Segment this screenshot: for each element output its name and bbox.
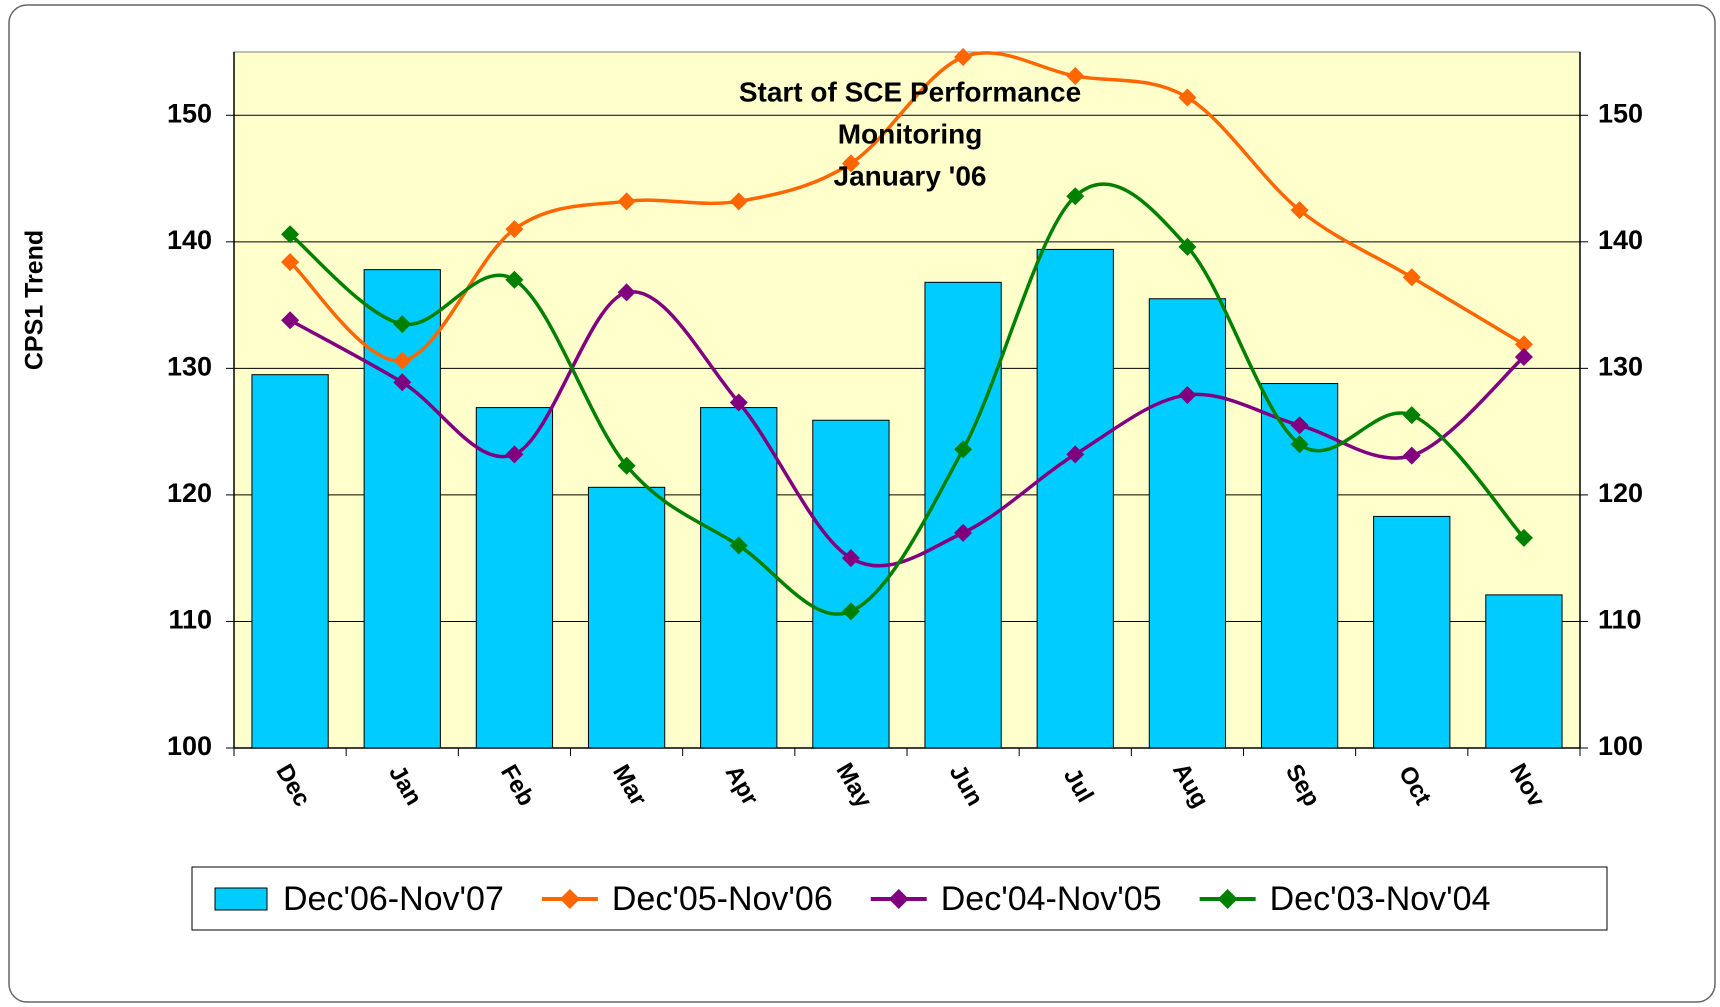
marker [1066, 445, 1085, 464]
line [288, 51, 1525, 363]
bar [251, 374, 329, 749]
marker [1402, 268, 1421, 287]
marker [281, 253, 300, 272]
marker [1402, 406, 1421, 425]
legend-label: Dec'05-Nov'06 [612, 880, 833, 918]
marker [393, 315, 412, 334]
marker [1514, 528, 1533, 547]
marker [393, 351, 412, 370]
marker [841, 154, 860, 173]
marker [1514, 335, 1533, 354]
y2-tick-label: 100 [1598, 731, 1643, 761]
legend-label: Dec'04-Nov'05 [941, 880, 1162, 918]
marker [281, 311, 300, 330]
marker [505, 270, 524, 289]
bar [1485, 594, 1563, 749]
marker [1178, 237, 1197, 256]
bar [1148, 298, 1227, 749]
annotation: January '06 [834, 160, 987, 191]
marker [1066, 67, 1085, 86]
legend-label: Dec'03-Nov'04 [1270, 880, 1491, 918]
bar [812, 419, 890, 749]
y-tick-label: 140 [167, 225, 212, 255]
marker [393, 373, 412, 392]
marker [1514, 347, 1533, 366]
annotation: Monitoring [838, 118, 983, 149]
marker [505, 220, 524, 239]
marker [729, 192, 748, 211]
y-tick-label: 120 [167, 478, 212, 508]
bar [587, 486, 666, 749]
marker [729, 536, 748, 555]
marker [841, 602, 860, 621]
y2-tick-label: 120 [1598, 478, 1643, 508]
marker [617, 283, 636, 302]
y2-tick-label: 130 [1598, 351, 1643, 381]
marker [729, 393, 748, 412]
y-tick-label: 100 [167, 731, 212, 761]
marker [281, 225, 300, 244]
bar [475, 407, 554, 749]
marker [617, 192, 636, 211]
y-tick-label: 150 [167, 98, 212, 128]
legend-marker [888, 889, 909, 909]
plot-area [233, 51, 1581, 749]
y-tick-label: 110 [168, 605, 212, 635]
bar [1036, 248, 1114, 749]
marker [841, 549, 860, 568]
marker [505, 445, 524, 464]
y-tick-label: 130 [167, 351, 212, 381]
legend-marker [559, 889, 580, 909]
marker [954, 440, 973, 459]
marker [954, 523, 973, 542]
bar [363, 269, 441, 749]
marker [954, 48, 973, 67]
bar [1373, 515, 1451, 749]
annotation: Start of SCE Performance [739, 76, 1081, 107]
marker [1402, 446, 1421, 465]
y-axis-label: CPS1 Trend [21, 230, 49, 370]
marker [1290, 201, 1309, 220]
y2-tick-label: 110 [1598, 605, 1642, 635]
y2-tick-label: 140 [1598, 225, 1643, 255]
marker [1290, 416, 1309, 435]
marker [617, 456, 636, 475]
bar [700, 407, 778, 749]
legend-marker [1217, 889, 1238, 909]
marker [1290, 435, 1309, 454]
y2-tick-label: 150 [1598, 98, 1643, 128]
marker [1066, 187, 1085, 206]
legend-label: Dec'06-Nov'07 [283, 880, 504, 918]
bar [924, 281, 1002, 749]
marker [1178, 88, 1197, 107]
legend-swatch [214, 887, 268, 911]
marker [1178, 385, 1197, 404]
